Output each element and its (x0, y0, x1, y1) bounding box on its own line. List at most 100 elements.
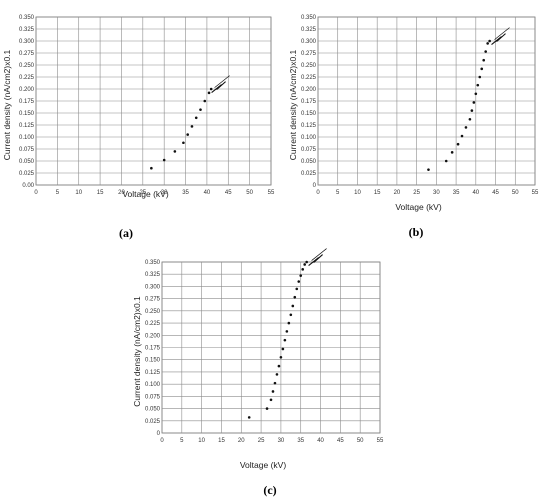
chart-panel-2: 0 5 10 15 20 25 30 35 40 45 50 55 0 0.025 0.050 0.075 0.… (288, 15, 539, 239)
y-tick-label: 0.325 (145, 272, 161, 278)
y-tick-label: 0.025 (301, 171, 317, 177)
data-point (488, 39, 491, 43)
data-point (456, 142, 460, 146)
data-point (283, 338, 287, 342)
y-tick-label: 0.050 (145, 407, 161, 413)
data-point (476, 83, 480, 87)
data-point (265, 407, 269, 410)
y-axis-label: Current density (nA/cm2)x0.1 (132, 296, 142, 407)
data-point (173, 150, 177, 153)
y-tick-label: 0.300 (145, 284, 161, 290)
data-point (450, 151, 454, 154)
data-point (275, 373, 279, 376)
x-tick-label: 30 (161, 190, 168, 196)
y-tick-label: 0.350 (145, 260, 161, 266)
x-tick-label: 5 (56, 190, 60, 196)
chart-panel-3: 0 5 10 15 20 25 30 35 40 45 50 55 0 0.025 0.050 0.075 0.… (132, 248, 384, 497)
data-point (468, 117, 472, 121)
x-tick-label: 50 (246, 190, 253, 196)
breakdown-marker-line (494, 27, 510, 40)
data-point (190, 125, 194, 128)
y-tick-label: 0.100 (301, 135, 317, 141)
data-point (199, 108, 202, 111)
chart-panel-1: 0 5 10 15 20 25 30 35 40 45 50 55 0.00 0.025 0.050 0.07… (2, 15, 275, 240)
data-point (478, 75, 482, 79)
panel-label: (a) (119, 226, 133, 240)
breakdown-marker (308, 254, 323, 266)
y-tick-label: 0.200 (145, 333, 161, 339)
y-tick-label: 0.275 (145, 297, 161, 303)
y-tick-label: 0.100 (19, 135, 35, 141)
data-point (295, 287, 299, 291)
x-tick-label: 10 (75, 190, 82, 196)
y-tick-label: 0.125 (19, 123, 35, 129)
breakdown-marker (491, 33, 506, 46)
x-tick-label: 40 (317, 438, 324, 444)
y-tick-label: 0.050 (301, 159, 317, 165)
y-tick-label: 0.100 (145, 382, 161, 388)
y-tick-label: 0.075 (19, 147, 35, 153)
y-tick-label: 0.150 (145, 358, 161, 364)
x-tick-label: 10 (198, 438, 205, 444)
data-point (162, 158, 166, 162)
x-tick-label: 15 (374, 190, 381, 196)
data-point (299, 274, 303, 277)
data-point (482, 58, 486, 62)
y-tick-label: 0.350 (19, 15, 35, 21)
x-tick-label: 40 (204, 190, 211, 196)
data-point (186, 133, 189, 136)
data-point (209, 87, 213, 91)
y-tick-label: 0.350 (301, 15, 317, 21)
x-tick-label: 55 (268, 190, 275, 196)
x-tick-label: 25 (413, 190, 420, 196)
data-point (271, 390, 275, 393)
y-tick-label: 0.175 (19, 99, 35, 105)
x-tick-label: 20 (238, 438, 245, 444)
y-tick-label: 0.325 (301, 27, 317, 33)
y-tick-label: 0.00 (22, 183, 34, 189)
x-axis-label: Voltage (kV) (395, 202, 441, 212)
y-tick-label: 0.050 (19, 159, 35, 165)
y-axis-label: Current density (nA/cm2)x0.1 (288, 49, 298, 160)
x-tick-label: 55 (532, 190, 539, 196)
breakdown-marker-line (214, 75, 230, 88)
x-tick-label: 20 (394, 190, 401, 196)
y-tick-label: 0.225 (19, 75, 35, 81)
y-tick-label: 0.250 (301, 63, 317, 69)
panel-label: (c) (263, 483, 276, 497)
data-point (470, 109, 474, 112)
y-tick-label: 0.275 (301, 51, 317, 57)
y-tick-label: 0.175 (145, 346, 161, 352)
data-point (194, 116, 198, 120)
data-point (480, 67, 484, 71)
x-tick-label: 40 (472, 190, 479, 196)
data-point (474, 92, 478, 96)
x-tick-label: 25 (258, 438, 265, 444)
data-point (285, 330, 289, 333)
x-tick-label: 25 (139, 190, 146, 196)
breakdown-marker-line (311, 248, 327, 261)
data-point (444, 159, 448, 163)
data-point (207, 91, 211, 95)
data-point (287, 321, 291, 325)
x-tick-label: 30 (433, 190, 440, 196)
x-tick-label: 0 (316, 190, 320, 196)
data-point (464, 126, 468, 129)
y-tick-label: 0.175 (301, 99, 317, 105)
data-point (182, 141, 185, 145)
x-tick-label: 50 (357, 438, 364, 444)
x-tick-label: 35 (297, 438, 304, 444)
data-point (203, 99, 207, 103)
x-tick-label: 45 (225, 190, 232, 196)
x-tick-label: 15 (218, 438, 225, 444)
data-point (269, 398, 273, 402)
data-point (281, 347, 285, 351)
data-point (427, 168, 430, 171)
x-tick-label: 30 (278, 438, 285, 444)
data-point (247, 416, 251, 419)
y-tick-label: 0.075 (301, 147, 317, 153)
panel-label: (b) (409, 225, 424, 239)
x-tick-label: 15 (97, 190, 104, 196)
y-axis-label: Current density (nA/cm2)x0.1 (2, 49, 12, 160)
